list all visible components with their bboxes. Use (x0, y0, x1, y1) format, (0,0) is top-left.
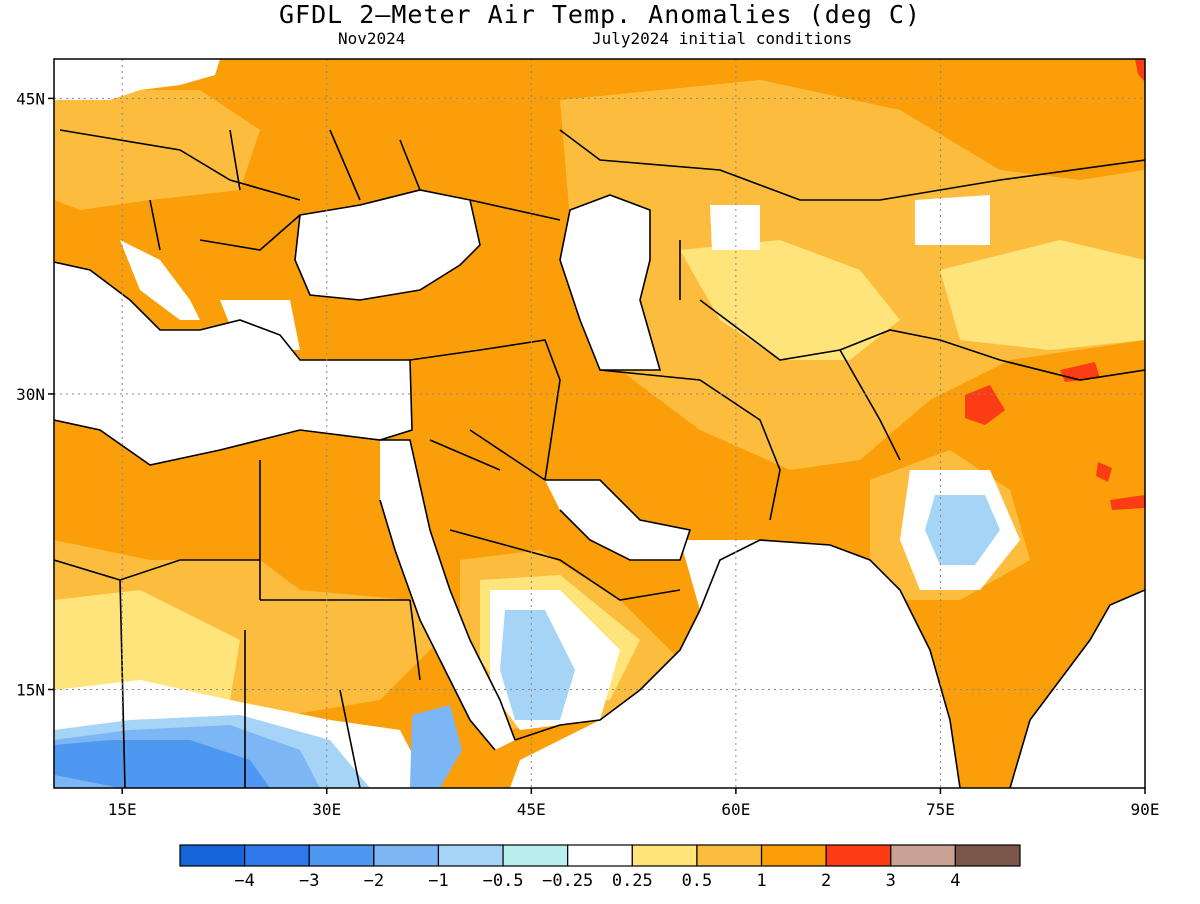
caspian-sea (560, 195, 660, 370)
coastlines (54, 129, 1145, 788)
field-cool-ethiopia (410, 705, 462, 788)
forecast-month: Nov2024 (338, 29, 406, 48)
colorbar-bin (954, 844, 1021, 867)
colorbar-label: 2 (821, 871, 831, 891)
colorbar-bin (825, 844, 892, 867)
gulf-coast (545, 479, 692, 561)
black-sea-coast (294, 189, 481, 301)
field-cool-india (925, 495, 1000, 565)
colorbar-label: 3 (886, 871, 896, 891)
y-tick-label: 45N (16, 89, 45, 108)
atlantic-north-mask (54, 59, 220, 100)
europe-borders (59, 129, 421, 251)
axis-labels: 15E 30E 45E 60E 75E 90E 45N 30N 15N (16, 89, 1159, 819)
field-hot-kashmir (965, 385, 1005, 425)
field-cool-africa-strong (54, 740, 270, 788)
colorbar-bin (437, 844, 504, 867)
x-tick-label: 30E (312, 800, 341, 819)
colorbar-bin (179, 844, 246, 867)
map-title: GFDL 2—Meter Air Temp. Anomalies (deg C) (278, 0, 922, 29)
arabia-south-coast (514, 539, 961, 788)
field-china-pale (940, 240, 1145, 350)
y-tick-label: 15N (16, 680, 45, 699)
field-hot-himalaya (1110, 495, 1145, 510)
colorbar-label: −3 (299, 871, 319, 891)
colorbar-label: 4 (950, 871, 960, 891)
x-tick-label: 75E (926, 800, 955, 819)
x-tick-label: 60E (721, 800, 750, 819)
colorbar-bin (696, 844, 763, 867)
colorbar-label: 1 (756, 871, 766, 891)
colorbar-labels: −4 −3 −2 −1 −0.5 −0.25 0.25 0.5 1 2 3 4 (234, 871, 960, 891)
persian-gulf (545, 480, 690, 560)
middle-east-borders (409, 339, 681, 601)
initial-conditions-label: July2024 initial conditions (592, 29, 853, 48)
anomaly-field (54, 59, 1145, 788)
colorbar-label: −0.25 (542, 871, 593, 891)
colorbar-bin (890, 844, 956, 867)
red-sea (380, 440, 515, 750)
colorbar-bin (631, 844, 698, 867)
field-europe-light (54, 90, 260, 210)
aral-sea (710, 205, 760, 250)
arabian-sea (510, 540, 960, 788)
colorbar-bin (373, 844, 440, 867)
y-tick-label: 30N (16, 385, 45, 404)
colorbar (179, 844, 1021, 867)
colorbar-label: −0.5 (483, 871, 524, 891)
bay-of-bengal (1010, 590, 1145, 788)
mediterranean-sea (54, 262, 412, 465)
x-tick-label: 45E (517, 800, 546, 819)
africa-borders (54, 460, 421, 788)
field-hot-tibet-2 (1096, 462, 1112, 482)
colorbar-bin (567, 844, 633, 867)
lat-lon-grid (54, 59, 1145, 788)
colorbar-bin (244, 844, 310, 867)
colorbar-bin (502, 844, 569, 867)
colorbar-label: −2 (364, 871, 384, 891)
black-sea (295, 190, 480, 300)
colorbar-bin (308, 844, 375, 867)
x-tick-label: 90E (1131, 800, 1160, 819)
caspian-coast (559, 194, 662, 371)
red-sea-coast (379, 439, 516, 751)
adriatic-and-aegean (120, 240, 300, 350)
field-centralasia-pale (680, 240, 900, 360)
india-east-coast (1009, 589, 1145, 788)
field-hot-corner (1135, 59, 1145, 82)
map-frame (53, 58, 1146, 789)
asia-borders (469, 129, 1145, 521)
field-cool-arabia (500, 610, 575, 720)
colorbar-label: 0.25 (612, 871, 653, 891)
colorbar-bin (760, 844, 827, 867)
colorbar-label: 0.5 (682, 871, 713, 891)
x-tick-label: 15E (108, 800, 137, 819)
lake-balkhash (915, 195, 990, 245)
field-africa-pale (54, 590, 240, 700)
colorbar-label: −4 (234, 871, 254, 891)
colorbar-label: −1 (428, 871, 448, 891)
